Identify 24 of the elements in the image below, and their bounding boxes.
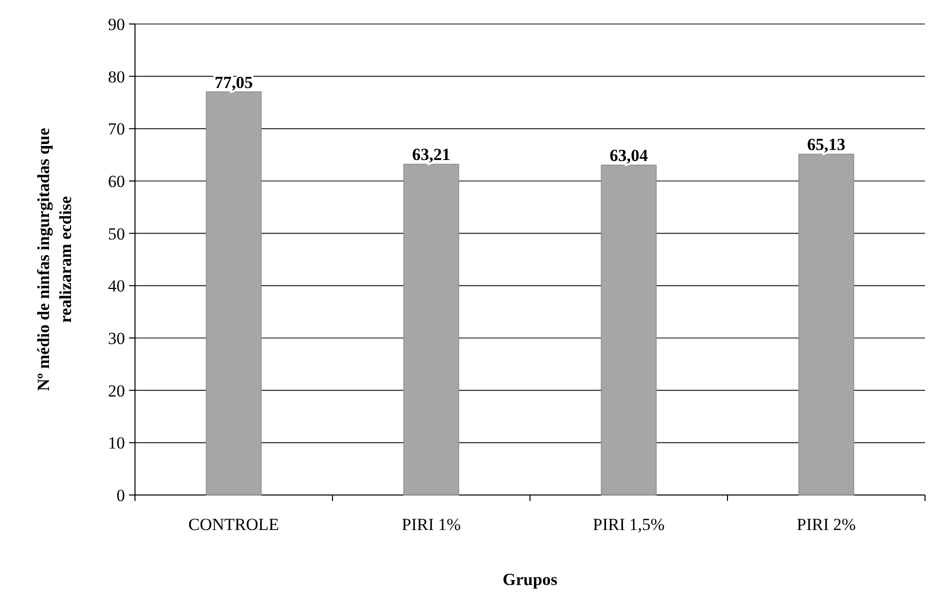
bar [206, 91, 262, 496]
bar [798, 154, 854, 496]
data-label: 77,05 [214, 72, 253, 92]
y-tick-label: 70 [108, 120, 125, 139]
bar [403, 164, 460, 496]
y-tick-label: 60 [108, 172, 125, 191]
bar [600, 164, 657, 496]
y-tick-label: 40 [108, 276, 125, 296]
data-label: 63,04 [610, 146, 648, 166]
x-axis-title: Grupos [502, 570, 558, 589]
y-tick-label: 30 [108, 328, 125, 348]
data-label: 63,21 [412, 145, 450, 164]
y-tick-label: 0 [116, 486, 125, 505]
x-tick-label: PIRI 2% [796, 515, 856, 534]
y-tick-label: 20 [108, 381, 125, 400]
x-tick-label: CONTROLE [188, 515, 280, 534]
y-tick-label: 10 [108, 434, 125, 453]
y-tick-label: 50 [108, 224, 125, 244]
data-label: 65,13 [807, 135, 846, 154]
x-tick-label: PIRI 1% [402, 515, 461, 534]
y-tick-label: 90 [108, 14, 125, 34]
y-tick-label: 80 [108, 67, 125, 86]
x-tick-label: PIRI 1,5% [592, 515, 665, 534]
y-axis-title: Nº médio de ninfas ingurgitadas que realizaram ecdise [34, 128, 75, 392]
